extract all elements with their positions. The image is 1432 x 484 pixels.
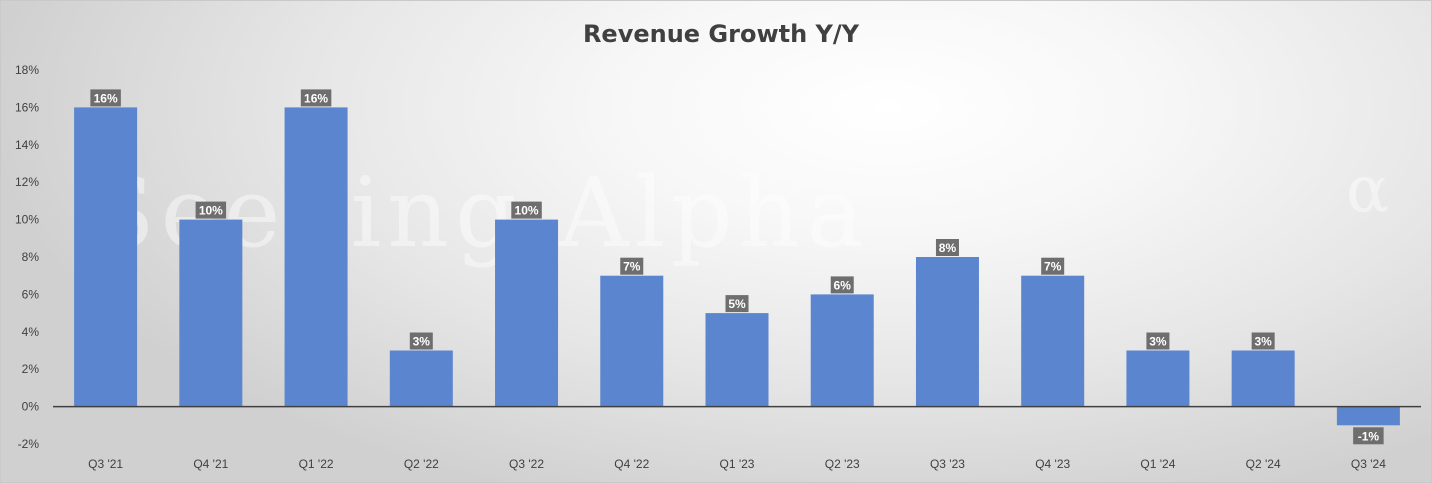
bars [74,107,1400,426]
x-tick-label: Q1 '24 [1140,457,1175,471]
bar [389,350,453,407]
data-label: 7% [1044,260,1062,274]
bar [810,294,874,407]
data-labels: 16% 10% 16% 3% 10% 7% 5% 6% 8% 7% 3% 3% -1% [90,89,1384,445]
bar [284,107,348,407]
bar [1336,406,1400,426]
bar [1231,350,1295,407]
y-tick-label: 10% [15,213,39,227]
y-tick-label: 16% [15,100,39,114]
data-label: 16% [304,91,328,105]
x-tick-label: Q3 '23 [930,457,965,471]
y-tick-label: 12% [15,175,39,189]
y-tick-label: -2% [18,437,40,451]
x-tick-label: Q4 '22 [614,457,649,471]
bar [915,257,979,407]
bar [705,313,769,407]
data-label: 10% [515,204,539,218]
data-label: 6% [834,278,852,292]
bar [74,107,138,407]
data-label: 16% [94,91,118,105]
x-tick-label: Q2 '24 [1246,457,1281,471]
bar [1126,350,1190,407]
data-label: 3% [1149,335,1167,349]
x-axis: Q3 '21 Q4 '21 Q1 '22 Q2 '22 Q3 '22 Q4 '22 Q1 '… [88,457,1386,471]
chart-title: Revenue Growth Y/Y [583,20,860,48]
data-label-box [620,257,644,275]
data-label-box [935,239,959,256]
y-tick-label: 18% [15,63,39,77]
y-tick-label: 0% [22,400,40,414]
x-tick-label: Q4 '21 [193,457,228,471]
data-label: 10% [199,204,223,218]
y-tick-label: 8% [22,250,40,264]
data-label: 5% [728,297,746,311]
data-label: 3% [413,335,431,349]
data-label-box [1353,427,1384,445]
x-tick-label: Q3 '24 [1351,457,1386,471]
y-tick-label: 4% [22,325,40,339]
watermark-alpha-symbol: α [1346,153,1395,227]
data-label-box [511,201,542,219]
data-label: 8% [939,241,957,255]
data-label-box [1041,257,1065,275]
data-label-box [409,332,433,350]
x-tick-label: Q2 '23 [825,457,860,471]
data-label: 3% [1254,335,1272,349]
data-label: 7% [623,260,641,274]
y-tick-label: 2% [22,362,40,376]
data-label-box [90,89,121,107]
data-label: -1% [1358,429,1380,443]
data-label-box [195,201,227,219]
data-label-box [830,276,854,294]
x-tick-label: Q2 '22 [404,457,439,471]
data-label-box [300,89,332,107]
x-tick-label: Q1 '23 [720,457,755,471]
bar [179,219,243,407]
x-tick-label: Q4 '23 [1035,457,1070,471]
data-label-box [1251,332,1275,350]
data-label-box [725,295,749,313]
x-tick-label: Q3 '22 [509,457,544,471]
y-tick-label: 6% [22,287,40,301]
x-tick-label: Q1 '22 [299,457,334,471]
x-tick-label: Q3 '21 [88,457,123,471]
data-label-box [1146,332,1170,350]
y-tick-label: 14% [15,138,39,152]
bar [600,275,664,407]
bar [495,219,559,407]
bar [1021,275,1085,407]
y-axis: -2% 0% 2% 4% 6% 8% 10% 12% 14% 16% 18% [15,63,39,451]
